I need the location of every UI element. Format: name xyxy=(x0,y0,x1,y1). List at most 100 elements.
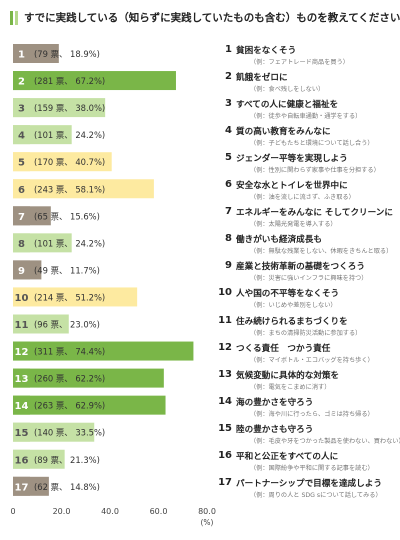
data-label: (96 票、 23.0%) xyxy=(34,320,100,330)
data-label: (263 票、 62.9%) xyxy=(34,401,105,411)
bar xyxy=(13,179,154,199)
category-box xyxy=(13,152,30,172)
goal-example: （例：毛皮や牙をつかった製品を使わない、買わない） xyxy=(250,437,400,445)
data-label: (101 票、 24.2%) xyxy=(34,238,105,248)
title-accent-mark-light xyxy=(15,10,18,25)
data-label: (311 票、 74.4%) xyxy=(34,347,105,357)
data-label: (159 票、 38.0%) xyxy=(34,103,105,113)
bar xyxy=(13,422,95,442)
category-label: 1 xyxy=(18,50,25,61)
goal-title: エネルギーをみんなに そしてクリーンに xyxy=(236,208,393,219)
category-box xyxy=(13,341,30,361)
goal-number: 12 xyxy=(218,341,232,353)
category-label: 16 xyxy=(15,455,29,466)
goal-title: 安全な水とトイレを世界中に xyxy=(236,181,348,192)
goal-number: 13 xyxy=(218,368,232,380)
data-label: (65 票、 15.6%) xyxy=(34,211,100,221)
category-box xyxy=(13,449,30,469)
goal-example: （例：国際紛争や平和に関する記事を読む） xyxy=(250,464,374,472)
x-tick-label: 20.0 xyxy=(53,507,71,516)
category-box xyxy=(13,44,30,63)
goal-item: 15 陸の豊かさも守ろう （例：毛皮や牙をつかった製品を使わない、買わない） xyxy=(218,423,400,451)
goal-item: 12 つくる責任 つかう責任 （例：マイボトル・エコバッグを持ち歩く） xyxy=(218,342,398,370)
category-box xyxy=(13,125,30,145)
goal-number: 7 xyxy=(225,206,232,218)
goal-item: 8 働きがいも経済成長も （例：無駄な残業をしない、休暇をきちんと取る） xyxy=(218,233,398,261)
goal-number: 17 xyxy=(218,476,232,488)
goal-item: 16 平和と公正をすべての人に （例：国際紛争や平和に関する記事を読む） xyxy=(218,450,398,478)
x-axis-unit: (%) xyxy=(201,518,214,527)
goal-example: （例：性別に関わらず家事や仕事を分担する） xyxy=(250,167,380,175)
goal-example: （例：太陽光発電を導入する） xyxy=(250,221,337,229)
goal-title: 気候変動に具体的な対策を xyxy=(236,370,340,381)
goal-item: 4 質の高い教育をみんなに （例：子どもたちと環境について話し合う） xyxy=(218,125,398,153)
data-label: (101 票、 24.2%) xyxy=(34,130,105,140)
data-label: (281 票、 67.2%) xyxy=(34,76,105,86)
goal-number: 10 xyxy=(218,287,232,299)
goal-number: 16 xyxy=(218,449,232,461)
category-box xyxy=(13,71,30,91)
goal-example: （例：海や川に行ったら、ゴミは持ち帰る） xyxy=(250,410,374,418)
category-label: 12 xyxy=(15,347,29,358)
category-label: 17 xyxy=(15,482,29,493)
goal-number: 3 xyxy=(225,98,232,110)
category-box xyxy=(13,422,30,442)
category-box xyxy=(13,260,30,280)
data-label: (79 票、 18.9%) xyxy=(34,49,100,59)
goal-item: 11 住み続けられるまちづくりを （例：まちの清掃防災活動に参加する） xyxy=(218,315,398,343)
goal-number: 2 xyxy=(225,71,232,83)
bar xyxy=(13,152,112,172)
bar xyxy=(13,71,176,91)
goal-item: 14 海の豊かさを守ろう （例：海や川に行ったら、ゴミは持ち帰る） xyxy=(218,396,398,424)
goal-number: 9 xyxy=(225,260,232,272)
category-label: 5 xyxy=(18,158,25,169)
goal-title: 海の豊かさを守ろう xyxy=(236,397,314,408)
category-label: 7 xyxy=(18,212,25,223)
goal-number: 6 xyxy=(225,179,232,191)
category-label: 8 xyxy=(18,239,25,250)
goal-title: すべての人に健康と福祉を xyxy=(236,100,339,111)
goal-number: 14 xyxy=(218,395,232,407)
goal-item: 17 パートナーシップで目標を達成しよう （例：周りの人と SDG sについて話して… xyxy=(218,477,398,505)
goal-example: （例：まちの清掃防災活動に参加する） xyxy=(250,329,362,337)
goal-example: （例：いじめや差別をしない） xyxy=(250,302,337,310)
goal-example: （例：周りの人と SDG sについて話してみる） xyxy=(250,491,382,499)
category-box xyxy=(13,476,30,496)
category-label: 9 xyxy=(18,266,25,277)
goal-number: 1 xyxy=(225,44,232,55)
category-box xyxy=(13,233,30,253)
x-tick-label: 0 xyxy=(10,507,15,516)
goal-title: 平和と公正をすべての人に xyxy=(236,451,339,462)
category-label: 2 xyxy=(18,77,25,88)
goal-example: （例：フェアトレード商品を買う） xyxy=(250,59,349,66)
goal-example: （例：食べ残しをしない） xyxy=(250,86,325,94)
category-box xyxy=(13,98,30,118)
category-box xyxy=(13,206,30,226)
goal-item: 13 気候変動に具体的な対策を （例：電気をこまめに消す） xyxy=(218,369,398,397)
goal-title: 質の高い教育をみんなに xyxy=(236,127,331,138)
goal-number: 4 xyxy=(225,125,232,137)
data-label: (49 票、 11.7%) xyxy=(34,265,100,275)
category-box xyxy=(13,368,30,388)
category-box xyxy=(13,179,30,199)
data-label: (89 票、 21.3%) xyxy=(34,455,100,465)
chart-title-row: すでに実践している（知らずに実践していたものも含む）ものを教えてください xyxy=(10,10,400,25)
goal-item: 3 すべての人に健康と福祉を （例：徒歩や自転車通勤・通学をする） xyxy=(218,98,398,126)
category-label: 10 xyxy=(15,293,29,304)
goal-title: パートナーシップで目標を達成しよう xyxy=(236,478,382,489)
goal-item: 1 貧困をなくそう （例：フェアトレード商品を買う） xyxy=(218,44,398,72)
goal-number: 5 xyxy=(225,152,232,164)
category-box xyxy=(13,287,30,307)
goal-example: （例：油を流しに流さず、ふき取る） xyxy=(250,194,355,202)
goal-example: （例：子どもたちと環境について話し合う） xyxy=(250,140,374,148)
goal-title: 人や国の不平等をなくそう xyxy=(236,289,340,300)
data-label: (62 票、 14.8%) xyxy=(34,482,100,492)
goal-example: （例：マイボトル・エコバッグを持ち歩く） xyxy=(250,356,374,364)
goal-title: 貧困をなくそう xyxy=(236,46,297,56)
bar xyxy=(13,368,164,388)
goal-number: 11 xyxy=(218,314,232,326)
x-tick-label: 60.0 xyxy=(150,507,168,516)
bar xyxy=(13,341,194,361)
goal-item: 2 飢餓をゼロに （例：食べ残しをしない） xyxy=(218,71,398,99)
goal-title: 産業と技術革新の基礎をつくろう xyxy=(236,262,365,273)
